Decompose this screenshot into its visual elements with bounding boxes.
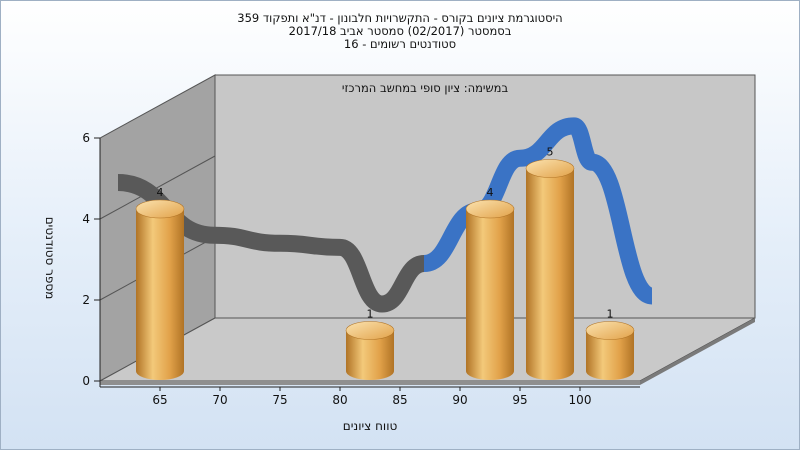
chart-title-line-2: בסמסטר (02/2017) סמסטר אביב 2017/18 bbox=[289, 24, 512, 38]
chart-title-line-3: סטודנטים רשומים - 16 bbox=[344, 37, 456, 51]
bar-top bbox=[345, 321, 395, 340]
bar-body bbox=[466, 209, 514, 380]
bar-body bbox=[526, 168, 574, 380]
floor-edge bbox=[100, 381, 640, 385]
x-tick-label: 80 bbox=[332, 393, 347, 407]
x-tick-label: 95 bbox=[512, 393, 527, 407]
bar-top bbox=[465, 199, 515, 219]
chart-axes: 0 2 4 6 65 70 75 80 85 90 95 100 bbox=[82, 131, 640, 407]
bar-4: 1 bbox=[585, 308, 635, 380]
bar-value-label: 5 bbox=[547, 146, 554, 159]
floor-side-edge bbox=[640, 318, 755, 385]
x-tick-label: 65 bbox=[152, 393, 167, 407]
bar-0: 4 bbox=[135, 186, 185, 380]
bar-series: 4 1 4 5 1 bbox=[135, 146, 635, 380]
y-tick-label: 6 bbox=[82, 131, 90, 145]
bar-value-label: 4 bbox=[487, 186, 494, 199]
bar-1: 1 bbox=[345, 308, 395, 380]
y-tick-label: 4 bbox=[82, 212, 90, 226]
x-tick-label: 85 bbox=[392, 393, 407, 407]
bar-body bbox=[586, 330, 634, 380]
x-tick-label: 100 bbox=[569, 393, 592, 407]
chart-title-line-1: היסטוגרמת ציונים בקורס - התקשרויות חלבונ… bbox=[237, 11, 562, 25]
x-tick-label: 90 bbox=[452, 393, 467, 407]
bar-value-label: 1 bbox=[607, 308, 614, 321]
y-tick-label: 2 bbox=[82, 293, 90, 307]
x-tick-label: 70 bbox=[212, 393, 227, 407]
floor bbox=[99, 317, 756, 382]
grid-line bbox=[99, 155, 216, 220]
bar-body bbox=[136, 209, 184, 380]
bar-body bbox=[346, 330, 394, 380]
bar-3: 5 bbox=[525, 146, 575, 380]
bar-value-label: 4 bbox=[157, 186, 164, 199]
bar-top bbox=[135, 199, 185, 219]
y-axis-label: מספר סטודנטים bbox=[43, 217, 57, 300]
bar-value-label: 1 bbox=[367, 308, 374, 321]
chart-subtitle: במשימה: ציון סופי במחשב המרכזי bbox=[342, 81, 509, 95]
bar-top bbox=[525, 159, 575, 178]
bar-top bbox=[585, 321, 635, 340]
x-axis-label: טווח ציונים bbox=[343, 419, 398, 433]
x-tick-label: 75 bbox=[272, 393, 287, 407]
bar-2: 4 bbox=[465, 186, 515, 380]
y-tick-label: 0 bbox=[82, 374, 90, 388]
